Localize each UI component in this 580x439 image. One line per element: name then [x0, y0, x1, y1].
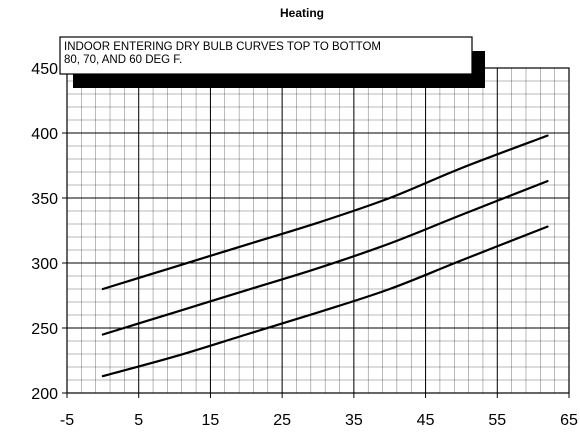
y-tick-label: 450 — [31, 61, 58, 78]
y-tick-label: 250 — [31, 321, 58, 338]
grid — [66, 67, 570, 394]
y-tick-label: 400 — [31, 126, 58, 143]
series-line-1 — [101, 134, 549, 291]
x-tick-label: 35 — [345, 412, 363, 429]
x-tick-label: 5 — [134, 412, 143, 429]
x-tick-label: 15 — [202, 412, 220, 429]
series-layer — [101, 134, 549, 378]
y-tick-label: 350 — [31, 191, 58, 208]
x-tick-label: 55 — [488, 412, 506, 429]
annotation: INDOOR ENTERING DRY BULB CURVES TOP TO B… — [59, 36, 485, 88]
annotation-box — [59, 36, 473, 75]
series-line-3 — [101, 225, 549, 378]
axes: 200 250 300 350 400 450 -5 5 15 25 35 45 55 65 — [31, 61, 578, 429]
x-tick-label: 45 — [417, 412, 435, 429]
x-tick-label: -5 — [60, 412, 74, 429]
chart-title: Heating — [280, 6, 324, 20]
y-tick-label: 200 — [31, 386, 58, 403]
annotation-text-line: 80, 70, AND 60 DEG F. — [64, 54, 182, 66]
y-tick-label: 300 — [31, 256, 58, 273]
x-tick-label: 65 — [560, 412, 578, 429]
x-tick-label: 25 — [273, 412, 291, 429]
annotation-text-line: INDOOR ENTERING DRY BULB CURVES TOP TO B… — [64, 41, 381, 53]
series-line-2 — [101, 180, 549, 336]
plot-frame — [66, 67, 570, 394]
